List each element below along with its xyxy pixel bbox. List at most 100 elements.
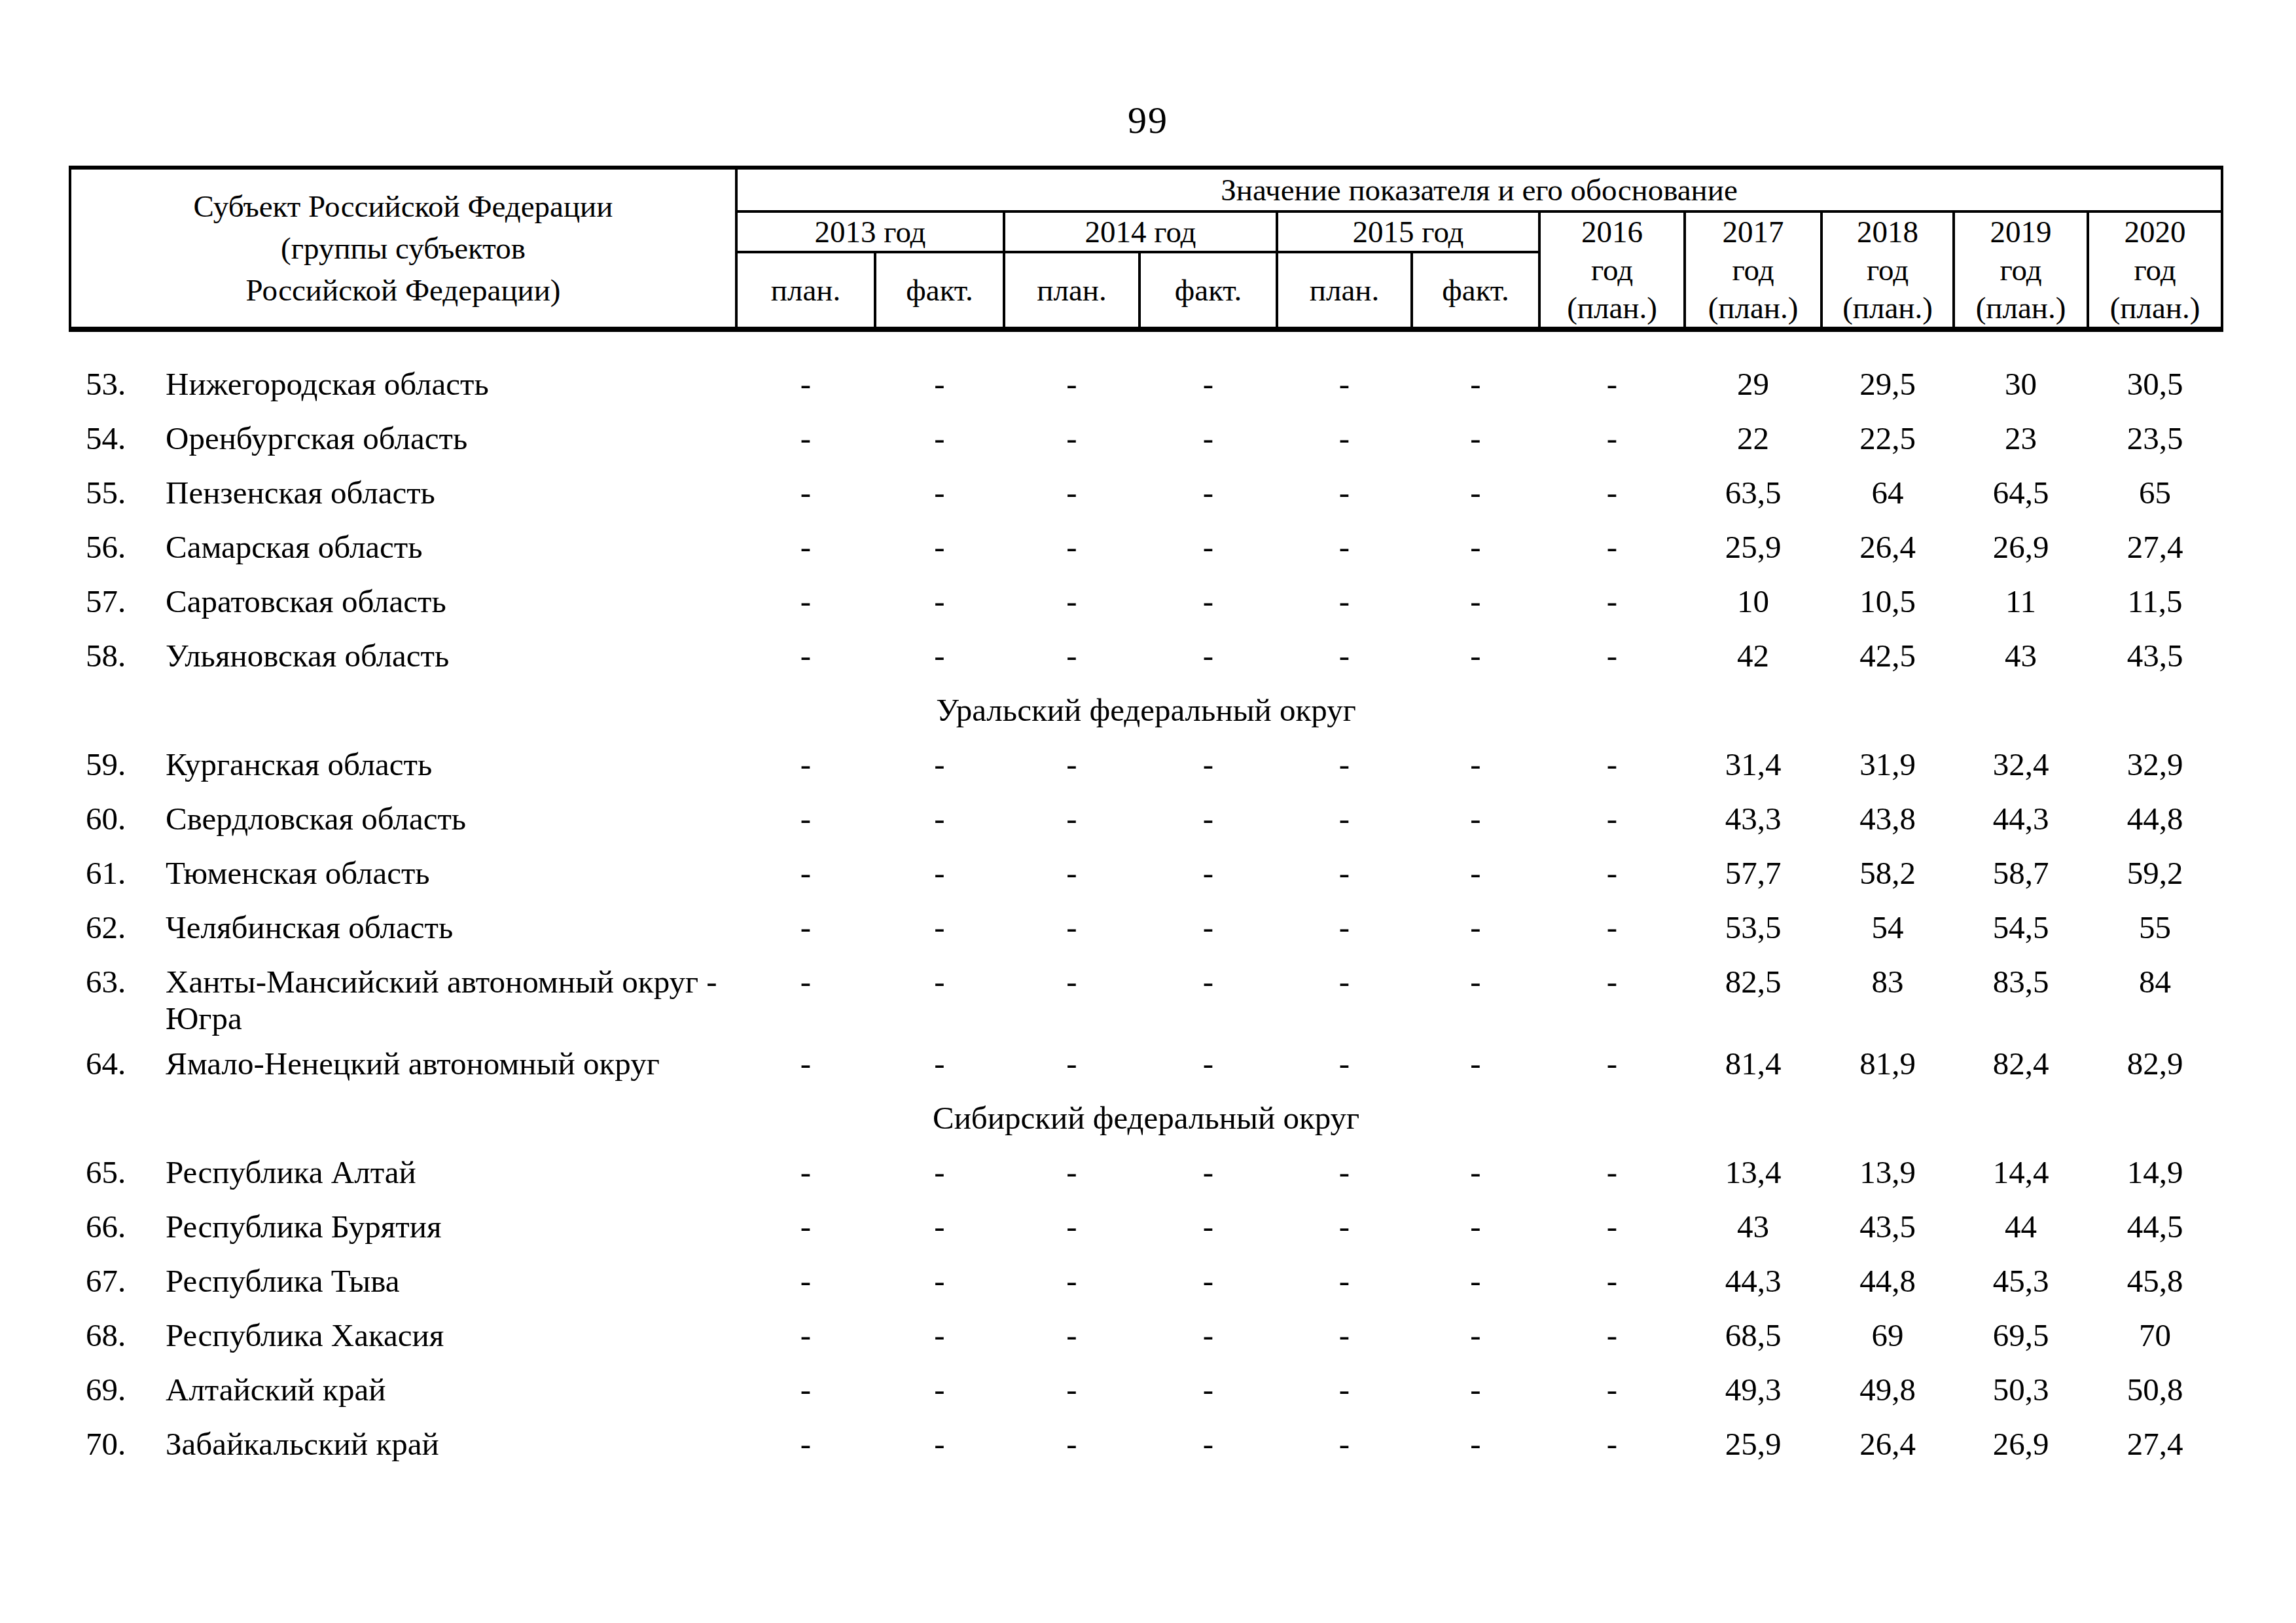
subject-cell: 57.Саратовская область xyxy=(70,575,736,629)
subject-wrap: 55.Пензенская область xyxy=(86,475,736,511)
subject-name: Челябинская область xyxy=(166,909,736,946)
dash-cell: - xyxy=(736,1417,875,1472)
dash-cell: - xyxy=(1539,847,1685,901)
dash-cell: - xyxy=(1004,955,1139,1037)
row-number: 66. xyxy=(86,1209,166,1245)
subject-cell: 70.Забайкальский край xyxy=(70,1417,736,1472)
dash-cell: - xyxy=(1412,1417,1539,1472)
value-cell: 13,9 xyxy=(1821,1146,1954,1200)
dash-cell: - xyxy=(1412,520,1539,575)
dash-cell: - xyxy=(1004,847,1139,901)
dash-cell: - xyxy=(1412,955,1539,1037)
value-cell: 44 xyxy=(1954,1200,2088,1254)
dash-cell: - xyxy=(1139,792,1277,847)
subject-name: Забайкальский край xyxy=(166,1426,736,1463)
subject-wrap: 53.Нижегородская область xyxy=(86,366,736,403)
dash-cell: - xyxy=(1539,629,1685,684)
subject-wrap: 59.Курганская область xyxy=(86,746,736,783)
table-row: 56.Самарская область-------25,926,426,92… xyxy=(70,520,2222,575)
subject-wrap: 70.Забайкальский край xyxy=(86,1426,736,1463)
value-cell: 83,5 xyxy=(1954,955,2088,1037)
value-cell: 58,7 xyxy=(1954,847,2088,901)
dash-cell: - xyxy=(1139,1417,1277,1472)
dash-cell: - xyxy=(875,955,1004,1037)
dash-cell: - xyxy=(1277,466,1412,520)
subject-wrap: 58.Ульяновская область xyxy=(86,638,736,674)
dash-cell: - xyxy=(1004,466,1139,520)
dash-cell: - xyxy=(1004,901,1139,955)
value-cell: 43,8 xyxy=(1821,792,1954,847)
row-number: 61. xyxy=(86,855,166,892)
table-body: 53.Нижегородская область-------2929,5303… xyxy=(70,329,2222,1472)
dash-cell: - xyxy=(736,1037,875,1091)
table-row: 70.Забайкальский край-------25,926,426,9… xyxy=(70,1417,2222,1472)
value-cell: 59,2 xyxy=(2088,847,2222,901)
dash-cell: - xyxy=(875,738,1004,792)
dash-cell: - xyxy=(1277,1037,1412,1091)
subject-cell: 67.Республика Тыва xyxy=(70,1254,736,1309)
subject-cell: 54.Оренбургская область xyxy=(70,412,736,466)
dash-cell: - xyxy=(1277,792,1412,847)
row-number: 70. xyxy=(86,1426,166,1463)
value-cell: 25,9 xyxy=(1685,520,1821,575)
dash-cell: - xyxy=(1277,629,1412,684)
dash-cell: - xyxy=(1539,1146,1685,1200)
value-cell: 42,5 xyxy=(1821,629,1954,684)
column-header-year-2017-plan: 2017 год (план.) xyxy=(1685,211,1821,329)
dash-cell: - xyxy=(1412,1309,1539,1363)
value-cell: 25,9 xyxy=(1685,1417,1821,1472)
row-number: 63. xyxy=(86,964,166,1000)
dash-cell: - xyxy=(1139,1037,1277,1091)
dash-cell: - xyxy=(1412,847,1539,901)
row-number: 59. xyxy=(86,746,166,783)
row-number: 68. xyxy=(86,1317,166,1354)
value-cell: 30 xyxy=(1954,329,2088,412)
dash-cell: - xyxy=(1277,1363,1412,1417)
table-row: 68.Республика Хакасия-------68,56969,570 xyxy=(70,1309,2222,1363)
value-cell: 69 xyxy=(1821,1309,1954,1363)
dash-cell: - xyxy=(1139,412,1277,466)
table-row: 58.Ульяновская область-------4242,54343,… xyxy=(70,629,2222,684)
dash-cell: - xyxy=(1277,738,1412,792)
dash-cell: - xyxy=(1139,1200,1277,1254)
page-number: 99 xyxy=(0,98,2296,142)
subject-header-line-2: (группы субъектов xyxy=(71,227,735,269)
dash-cell: - xyxy=(1004,1309,1139,1363)
row-number: 57. xyxy=(86,583,166,620)
dash-cell: - xyxy=(1539,575,1685,629)
table-row: 66.Республика Бурятия-------4343,54444,5 xyxy=(70,1200,2222,1254)
value-cell: 44,3 xyxy=(1954,792,2088,847)
dash-cell: - xyxy=(736,1200,875,1254)
subject-cell: 61.Тюменская область xyxy=(70,847,736,901)
section-title: Уральский федеральный округ xyxy=(70,684,2222,738)
dash-cell: - xyxy=(1004,738,1139,792)
value-cell: 11 xyxy=(1954,575,2088,629)
subject-wrap: 56.Самарская область xyxy=(86,529,736,566)
column-header-year-2019-plan: 2019 год (план.) xyxy=(1954,211,2088,329)
subject-wrap: 66.Республика Бурятия xyxy=(86,1209,736,1245)
value-cell: 10,5 xyxy=(1821,575,1954,629)
value-cell: 69,5 xyxy=(1954,1309,2088,1363)
value-cell: 53,5 xyxy=(1685,901,1821,955)
row-number: 54. xyxy=(86,420,166,457)
dash-cell: - xyxy=(875,1037,1004,1091)
value-cell: 26,4 xyxy=(1821,520,1954,575)
subject-cell: 68.Республика Хакасия xyxy=(70,1309,736,1363)
value-cell: 32,4 xyxy=(1954,738,2088,792)
dash-cell: - xyxy=(1539,520,1685,575)
dash-cell: - xyxy=(1539,955,1685,1037)
dash-cell: - xyxy=(1004,1254,1139,1309)
table-row: 54.Оренбургская область-------2222,52323… xyxy=(70,412,2222,466)
year-line: (план.) xyxy=(1823,289,1952,327)
dash-cell: - xyxy=(1539,1254,1685,1309)
value-cell: 54,5 xyxy=(1954,901,2088,955)
dash-cell: - xyxy=(875,629,1004,684)
dash-cell: - xyxy=(1412,1254,1539,1309)
value-cell: 68,5 xyxy=(1685,1309,1821,1363)
row-number: 55. xyxy=(86,475,166,511)
year-line: (план.) xyxy=(1686,289,1820,327)
dash-cell: - xyxy=(1004,412,1139,466)
subject-cell: 69.Алтайский край xyxy=(70,1363,736,1417)
dash-cell: - xyxy=(1412,412,1539,466)
value-cell: 23,5 xyxy=(2088,412,2222,466)
